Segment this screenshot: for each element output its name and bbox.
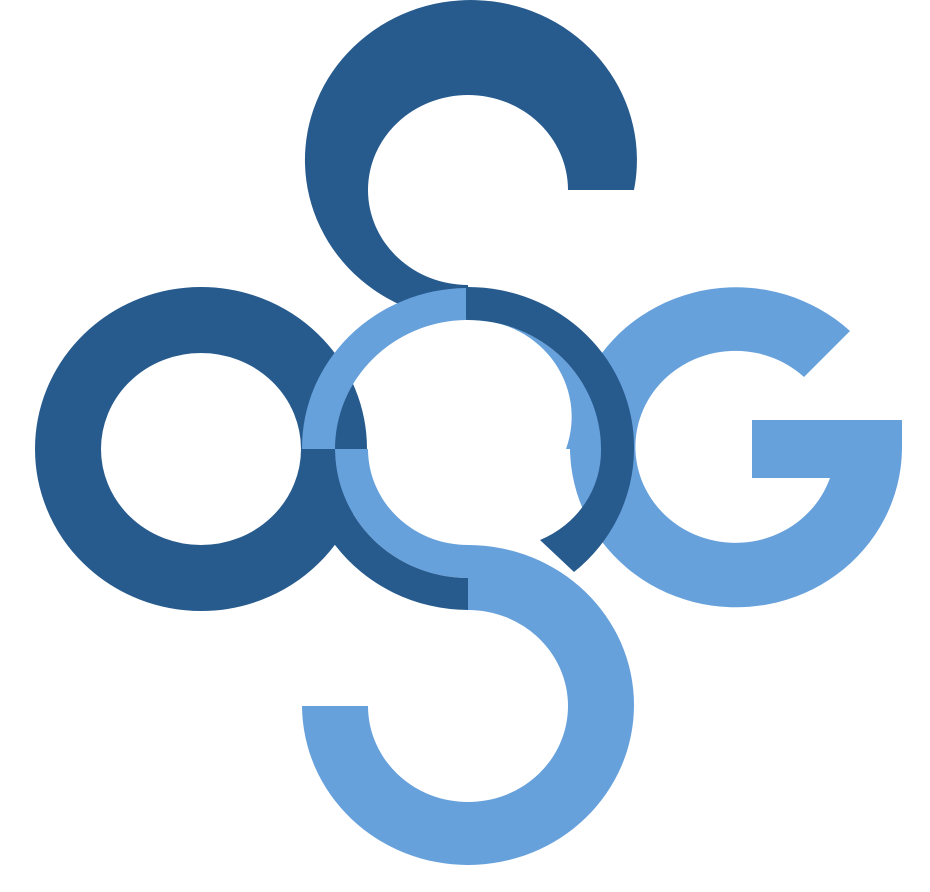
letter-g-right xyxy=(570,287,902,608)
letter-o-left xyxy=(35,287,367,611)
letter-o-center-dark xyxy=(468,287,635,572)
letter-s-bottom xyxy=(302,545,634,866)
letter-o-center-lower xyxy=(335,449,468,578)
letter-s-top xyxy=(304,0,637,321)
letter-o-center-bottom xyxy=(301,449,468,610)
letter-o-center-light xyxy=(301,288,601,449)
